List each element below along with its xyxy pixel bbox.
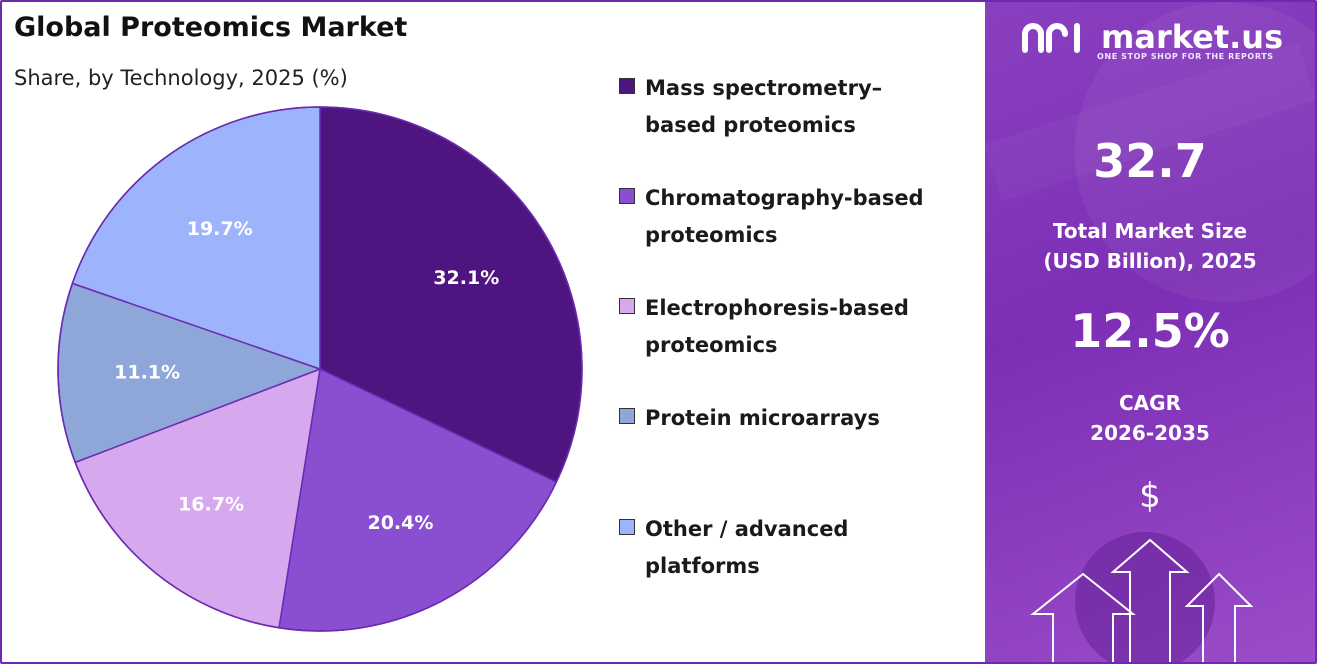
legend-swatch: [619, 519, 635, 535]
panel-decoration: [985, 2, 1315, 662]
pie-outline: [57, 106, 583, 632]
legend-label: Protein microarrays: [645, 406, 880, 430]
legend-swatch: [619, 78, 635, 94]
slice-data-label: 11.1%: [114, 362, 180, 384]
dollar-icon: $: [1139, 476, 1161, 516]
slice-data-label: 16.7%: [178, 493, 244, 515]
pie-chart: 32.1% 20.4% 16.7% 11.1% 19.7%: [57, 106, 583, 632]
market-us-logo-icon: [1022, 23, 1080, 53]
legend-label: Electrophoresis-based proteomics: [645, 296, 909, 357]
legend-item-protein-microarrays: Protein microarrays: [619, 400, 975, 437]
cagr-value: 12.5%: [1070, 304, 1230, 358]
legend-swatch: [619, 188, 635, 204]
slice-data-label: 19.7%: [187, 218, 253, 240]
slice-data-label: 20.4%: [367, 512, 433, 534]
legend-item-chromatography: Chromatography-based proteomics: [619, 180, 975, 254]
legend-label: Other / advanced platforms: [645, 517, 849, 578]
chart-subtitle: Share, by Technology, 2025 (%): [14, 66, 348, 90]
market-size-value: 32.7: [1093, 134, 1207, 188]
up-arrow-icon: [1184, 572, 1254, 662]
summary-panel: market.us ONE STOP SHOP FOR THE REPORTS …: [985, 2, 1315, 662]
legend-item-mass-spectrometry: Mass spectrometry– based proteomics: [619, 70, 975, 144]
legend-swatch: [619, 298, 635, 314]
legend-label: Chromatography-based proteomics: [645, 186, 924, 247]
slice-data-label: 32.1%: [433, 267, 499, 289]
chart-title: Global Proteomics Market: [14, 12, 408, 43]
legend-item-other-platforms: Other / advanced platforms: [619, 511, 975, 585]
legend-item-electrophoresis: Electrophoresis-based proteomics: [619, 290, 975, 364]
market-size-label: Total Market Size (USD Billion), 2025: [1043, 219, 1257, 273]
up-arrow-icon: [1030, 572, 1136, 662]
cagr-label: CAGR 2026-2035: [1090, 391, 1210, 445]
brand-logo: market.us: [1021, 18, 1283, 56]
legend-label: Mass spectrometry– based proteomics: [645, 76, 883, 137]
legend-swatch: [619, 408, 635, 424]
up-arrow-icon: [1110, 538, 1190, 662]
brand-tagline: ONE STOP SHOP FOR THE REPORTS: [1097, 52, 1274, 61]
brand-name: market.us: [1101, 18, 1284, 56]
